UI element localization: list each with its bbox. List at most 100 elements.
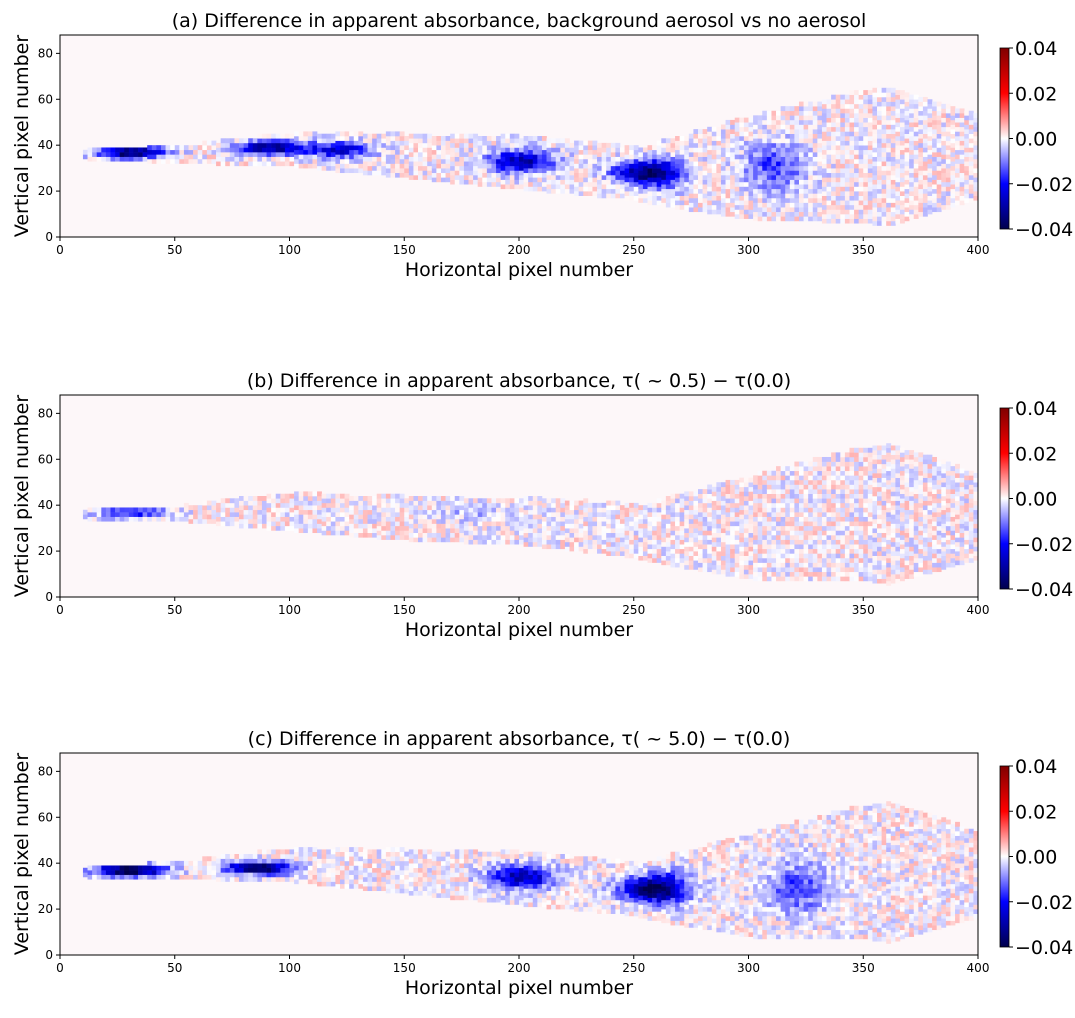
heatmap-cell: [615, 184, 620, 189]
heatmap-cell: [923, 203, 928, 208]
heatmap-cell: [849, 489, 854, 494]
heatmap-cell: [335, 150, 340, 155]
heatmap-cell: [418, 138, 423, 143]
heatmap-cell: [684, 191, 689, 196]
heatmap-cell: [446, 145, 451, 150]
heatmap-cell: [661, 542, 666, 547]
heatmap-cell: [776, 166, 781, 171]
heatmap-cell: [749, 537, 754, 542]
heatmap-cell: [501, 535, 506, 540]
heatmap-cell: [831, 205, 836, 210]
heatmap-cell: [762, 535, 767, 540]
heatmap-cell: [882, 193, 887, 198]
heatmap-cell: [615, 537, 620, 542]
heatmap-cell: [698, 180, 703, 185]
heatmap-cell: [638, 551, 643, 556]
heatmap-cell: [794, 512, 799, 517]
heatmap-cell: [955, 136, 960, 141]
heatmap-cell: [625, 177, 630, 182]
heatmap-cell: [469, 530, 474, 535]
heatmap-cell: [808, 503, 813, 508]
heatmap-cell: [730, 517, 735, 522]
heatmap-cell: [423, 537, 428, 542]
heatmap-cell: [872, 579, 877, 584]
heatmap-cell: [386, 136, 391, 141]
heatmap-cell: [794, 485, 799, 490]
heatmap-cell: [698, 147, 703, 152]
heatmap-cell: [574, 150, 579, 155]
heatmap-cell: [491, 503, 496, 508]
heatmap-cell: [744, 209, 749, 214]
heatmap-cell: [716, 524, 721, 529]
heatmap-cell: [813, 489, 818, 494]
heatmap-cell: [712, 159, 717, 164]
heatmap-cell: [781, 530, 786, 535]
heatmap-cell: [849, 448, 854, 453]
heatmap-cell: [831, 494, 836, 499]
heatmap-cell: [505, 152, 510, 157]
heatmap-cell: [909, 159, 914, 164]
heatmap-cell: [914, 127, 919, 132]
heatmap-cell: [859, 145, 864, 150]
heatmap-cell: [666, 560, 671, 565]
heatmap-cell: [891, 537, 896, 542]
heatmap-cell: [923, 161, 928, 166]
heatmap-cell: [326, 143, 331, 148]
heatmap-cell: [960, 136, 965, 141]
heatmap-cell: [859, 108, 864, 113]
heatmap-cell: [716, 196, 721, 201]
heatmap-cell: [491, 136, 496, 141]
heatmap-cell: [950, 175, 955, 180]
heatmap-cell: [776, 549, 781, 554]
heatmap-cell: [322, 161, 327, 166]
heatmap-cell: [758, 535, 763, 540]
heatmap-cell: [574, 524, 579, 529]
heatmap-cell: [248, 496, 253, 501]
heatmap-cell: [556, 189, 561, 194]
heatmap-cell: [827, 475, 832, 480]
heatmap-cell: [831, 507, 836, 512]
heatmap-cell: [331, 512, 336, 517]
heatmap-cell: [666, 528, 671, 533]
heatmap-cell: [804, 203, 809, 208]
heatmap-cell: [955, 164, 960, 169]
heatmap-cell: [753, 512, 758, 517]
heatmap-cell: [643, 157, 648, 162]
heatmap-cell: [253, 510, 258, 515]
heatmap-cell: [345, 141, 350, 146]
heatmap-cell: [776, 193, 781, 198]
heatmap-cell: [257, 514, 262, 519]
heatmap-cell: [285, 507, 290, 512]
heatmap-cell: [822, 572, 827, 577]
heatmap-cell: [418, 143, 423, 148]
heatmap-cell: [840, 159, 845, 164]
heatmap-cell: [390, 173, 395, 178]
heatmap-cell: [905, 92, 910, 97]
heatmap-cell: [863, 494, 868, 499]
heatmap-cell: [459, 519, 464, 524]
heatmap-cell: [808, 576, 813, 581]
heatmap-cell: [712, 187, 717, 192]
heatmap-cell: [758, 558, 763, 563]
heatmap-cell: [634, 145, 639, 150]
heatmap-cell: [221, 157, 226, 162]
heatmap-cell: [964, 111, 969, 116]
heatmap-cell: [712, 205, 717, 210]
heatmap-cell: [886, 471, 891, 476]
heatmap-cell: [923, 198, 928, 203]
heatmap-cell: [868, 196, 873, 201]
heatmap-cell: [882, 212, 887, 217]
heatmap-cell: [767, 138, 772, 143]
heatmap-cell: [872, 551, 877, 556]
heatmap-cell: [556, 498, 561, 503]
heatmap-cell: [822, 104, 827, 109]
heatmap-cell: [969, 184, 974, 189]
heatmap-cell: [179, 159, 184, 164]
heatmap-cell: [244, 152, 249, 157]
heatmap-cell: [625, 521, 630, 526]
heatmap-cell: [312, 505, 317, 510]
heatmap-cell: [455, 170, 460, 175]
heatmap-cell: [849, 141, 854, 146]
heatmap-cell: [790, 466, 795, 471]
heatmap-cell: [560, 535, 565, 540]
